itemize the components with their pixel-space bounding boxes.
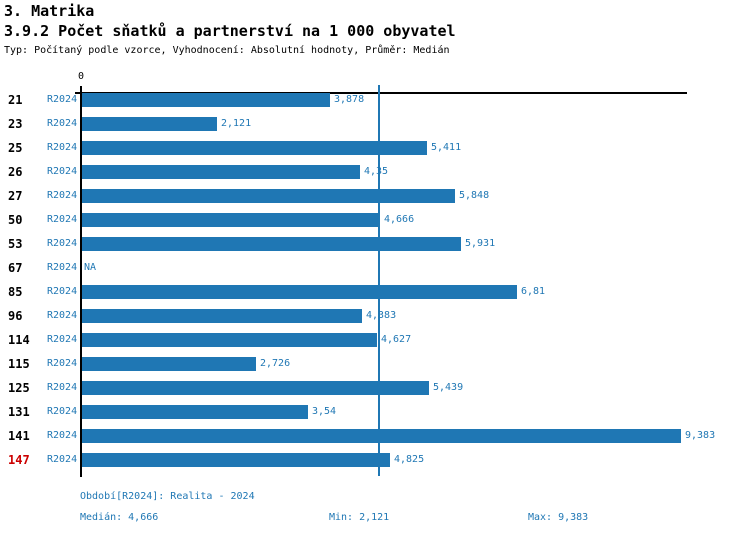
chart-row: 131 R2024 3,54 bbox=[0, 404, 750, 428]
row-value-label: 3,878 bbox=[334, 94, 365, 105]
row-id-label: 85 bbox=[8, 285, 23, 299]
row-period-label: R2024 bbox=[47, 118, 78, 129]
row-value-label: 4,627 bbox=[381, 334, 412, 345]
chart-row: 85 R2024 6,81 bbox=[0, 284, 750, 308]
chart-row: 21 R2024 3,878 bbox=[0, 92, 750, 116]
chart-row: 147 R2024 4,825 bbox=[0, 452, 750, 476]
row-bar bbox=[82, 141, 427, 155]
row-value-label: 5,848 bbox=[459, 190, 490, 201]
chart-row: 125 R2024 5,439 bbox=[0, 380, 750, 404]
row-period-label: R2024 bbox=[47, 406, 78, 417]
row-period-label: R2024 bbox=[47, 310, 78, 321]
chart-row: 23 R2024 2,121 bbox=[0, 116, 750, 140]
median-line bbox=[378, 85, 380, 476]
row-period-label: R2024 bbox=[47, 166, 78, 177]
y-axis-line bbox=[80, 86, 82, 477]
row-id-label: 25 bbox=[8, 141, 23, 155]
x-axis-top-line bbox=[75, 92, 687, 94]
row-period-label: R2024 bbox=[47, 142, 78, 153]
row-bar bbox=[82, 453, 390, 467]
row-value-label: 9,383 bbox=[685, 430, 716, 441]
row-id-label: 131 bbox=[8, 405, 30, 419]
chart-title: 3.9.2 Počet sňatků a partnerství na 1 00… bbox=[4, 22, 456, 40]
chart-row: 141 R2024 9,383 bbox=[0, 428, 750, 452]
row-value-label: 4,825 bbox=[394, 454, 425, 465]
row-value-label: 5,931 bbox=[465, 238, 496, 249]
row-bar bbox=[82, 405, 308, 419]
row-id-label: 141 bbox=[8, 429, 30, 443]
chart-row: 96 R2024 4,383 bbox=[0, 308, 750, 332]
row-bar bbox=[82, 93, 330, 107]
row-bar bbox=[82, 429, 681, 443]
chart-subtitle: Typ: Počítaný podle vzorce, Vyhodnocení:… bbox=[4, 45, 450, 56]
chart-row: 115 R2024 2,726 bbox=[0, 356, 750, 380]
row-period-label: R2024 bbox=[47, 454, 78, 465]
row-value-label: 6,81 bbox=[521, 286, 546, 297]
row-value-label: 5,439 bbox=[433, 382, 464, 393]
row-bar bbox=[82, 309, 362, 323]
row-period-label: R2024 bbox=[47, 358, 78, 369]
row-bar bbox=[82, 237, 461, 251]
row-id-label: 147 bbox=[8, 453, 30, 467]
row-id-label: 115 bbox=[8, 357, 30, 371]
row-value-label: 2,726 bbox=[260, 358, 291, 369]
chart-row: 50 R2024 4,666 bbox=[0, 212, 750, 236]
bar-plot-area: 21 R2024 3,878 23 R2024 2,121 25 R2024 5,411 26 R2… bbox=[0, 92, 750, 476]
chart-row: 53 R2024 5,931 bbox=[0, 236, 750, 260]
row-period-label: R2024 bbox=[47, 262, 78, 273]
row-bar bbox=[82, 189, 455, 203]
row-period-label: R2024 bbox=[47, 238, 78, 249]
row-value-label: NA bbox=[84, 262, 97, 273]
chart-row: 67 R2024 NA bbox=[0, 260, 750, 284]
row-id-label: 125 bbox=[8, 381, 30, 395]
row-id-label: 114 bbox=[8, 333, 30, 347]
row-period-label: R2024 bbox=[47, 382, 78, 393]
row-bar bbox=[82, 213, 380, 227]
row-value-label: 5,411 bbox=[431, 142, 462, 153]
footer-period-note: Období[R2024]: Realita - 2024 bbox=[80, 491, 255, 502]
row-id-label: 96 bbox=[8, 309, 23, 323]
row-value-label: 2,121 bbox=[221, 118, 252, 129]
row-id-label: 23 bbox=[8, 117, 23, 131]
row-bar bbox=[82, 381, 429, 395]
row-id-label: 26 bbox=[8, 165, 23, 179]
row-id-label: 53 bbox=[8, 237, 23, 251]
footer-min: Min: 2,121 bbox=[329, 512, 390, 523]
footer-max: Max: 9,383 bbox=[528, 512, 589, 523]
chart-row: 25 R2024 5,411 bbox=[0, 140, 750, 164]
row-id-label: 67 bbox=[8, 261, 23, 275]
row-id-label: 27 bbox=[8, 189, 23, 203]
row-bar bbox=[82, 165, 360, 179]
chart-section-title: 3. Matrika bbox=[4, 2, 95, 20]
footer-median: Medián: 4,666 bbox=[80, 512, 159, 523]
chart-row: 26 R2024 4,35 bbox=[0, 164, 750, 188]
chart-row: 114 R2024 4,627 bbox=[0, 332, 750, 356]
row-id-label: 21 bbox=[8, 93, 23, 107]
chart-row: 27 R2024 5,848 bbox=[0, 188, 750, 212]
row-bar bbox=[82, 285, 517, 299]
row-bar bbox=[82, 117, 217, 131]
row-value-label: 4,666 bbox=[384, 214, 415, 225]
row-period-label: R2024 bbox=[47, 94, 78, 105]
row-period-label: R2024 bbox=[47, 334, 78, 345]
row-id-label: 50 bbox=[8, 213, 23, 227]
row-value-label: 4,35 bbox=[364, 166, 389, 177]
row-value-label: 4,383 bbox=[366, 310, 397, 321]
row-bar bbox=[82, 333, 377, 347]
row-period-label: R2024 bbox=[47, 190, 78, 201]
row-bar bbox=[82, 357, 256, 371]
row-value-label: 3,54 bbox=[312, 406, 337, 417]
x-axis-zero-label: 0 bbox=[77, 71, 85, 82]
row-period-label: R2024 bbox=[47, 214, 78, 225]
row-period-label: R2024 bbox=[47, 286, 78, 297]
row-period-label: R2024 bbox=[47, 430, 78, 441]
